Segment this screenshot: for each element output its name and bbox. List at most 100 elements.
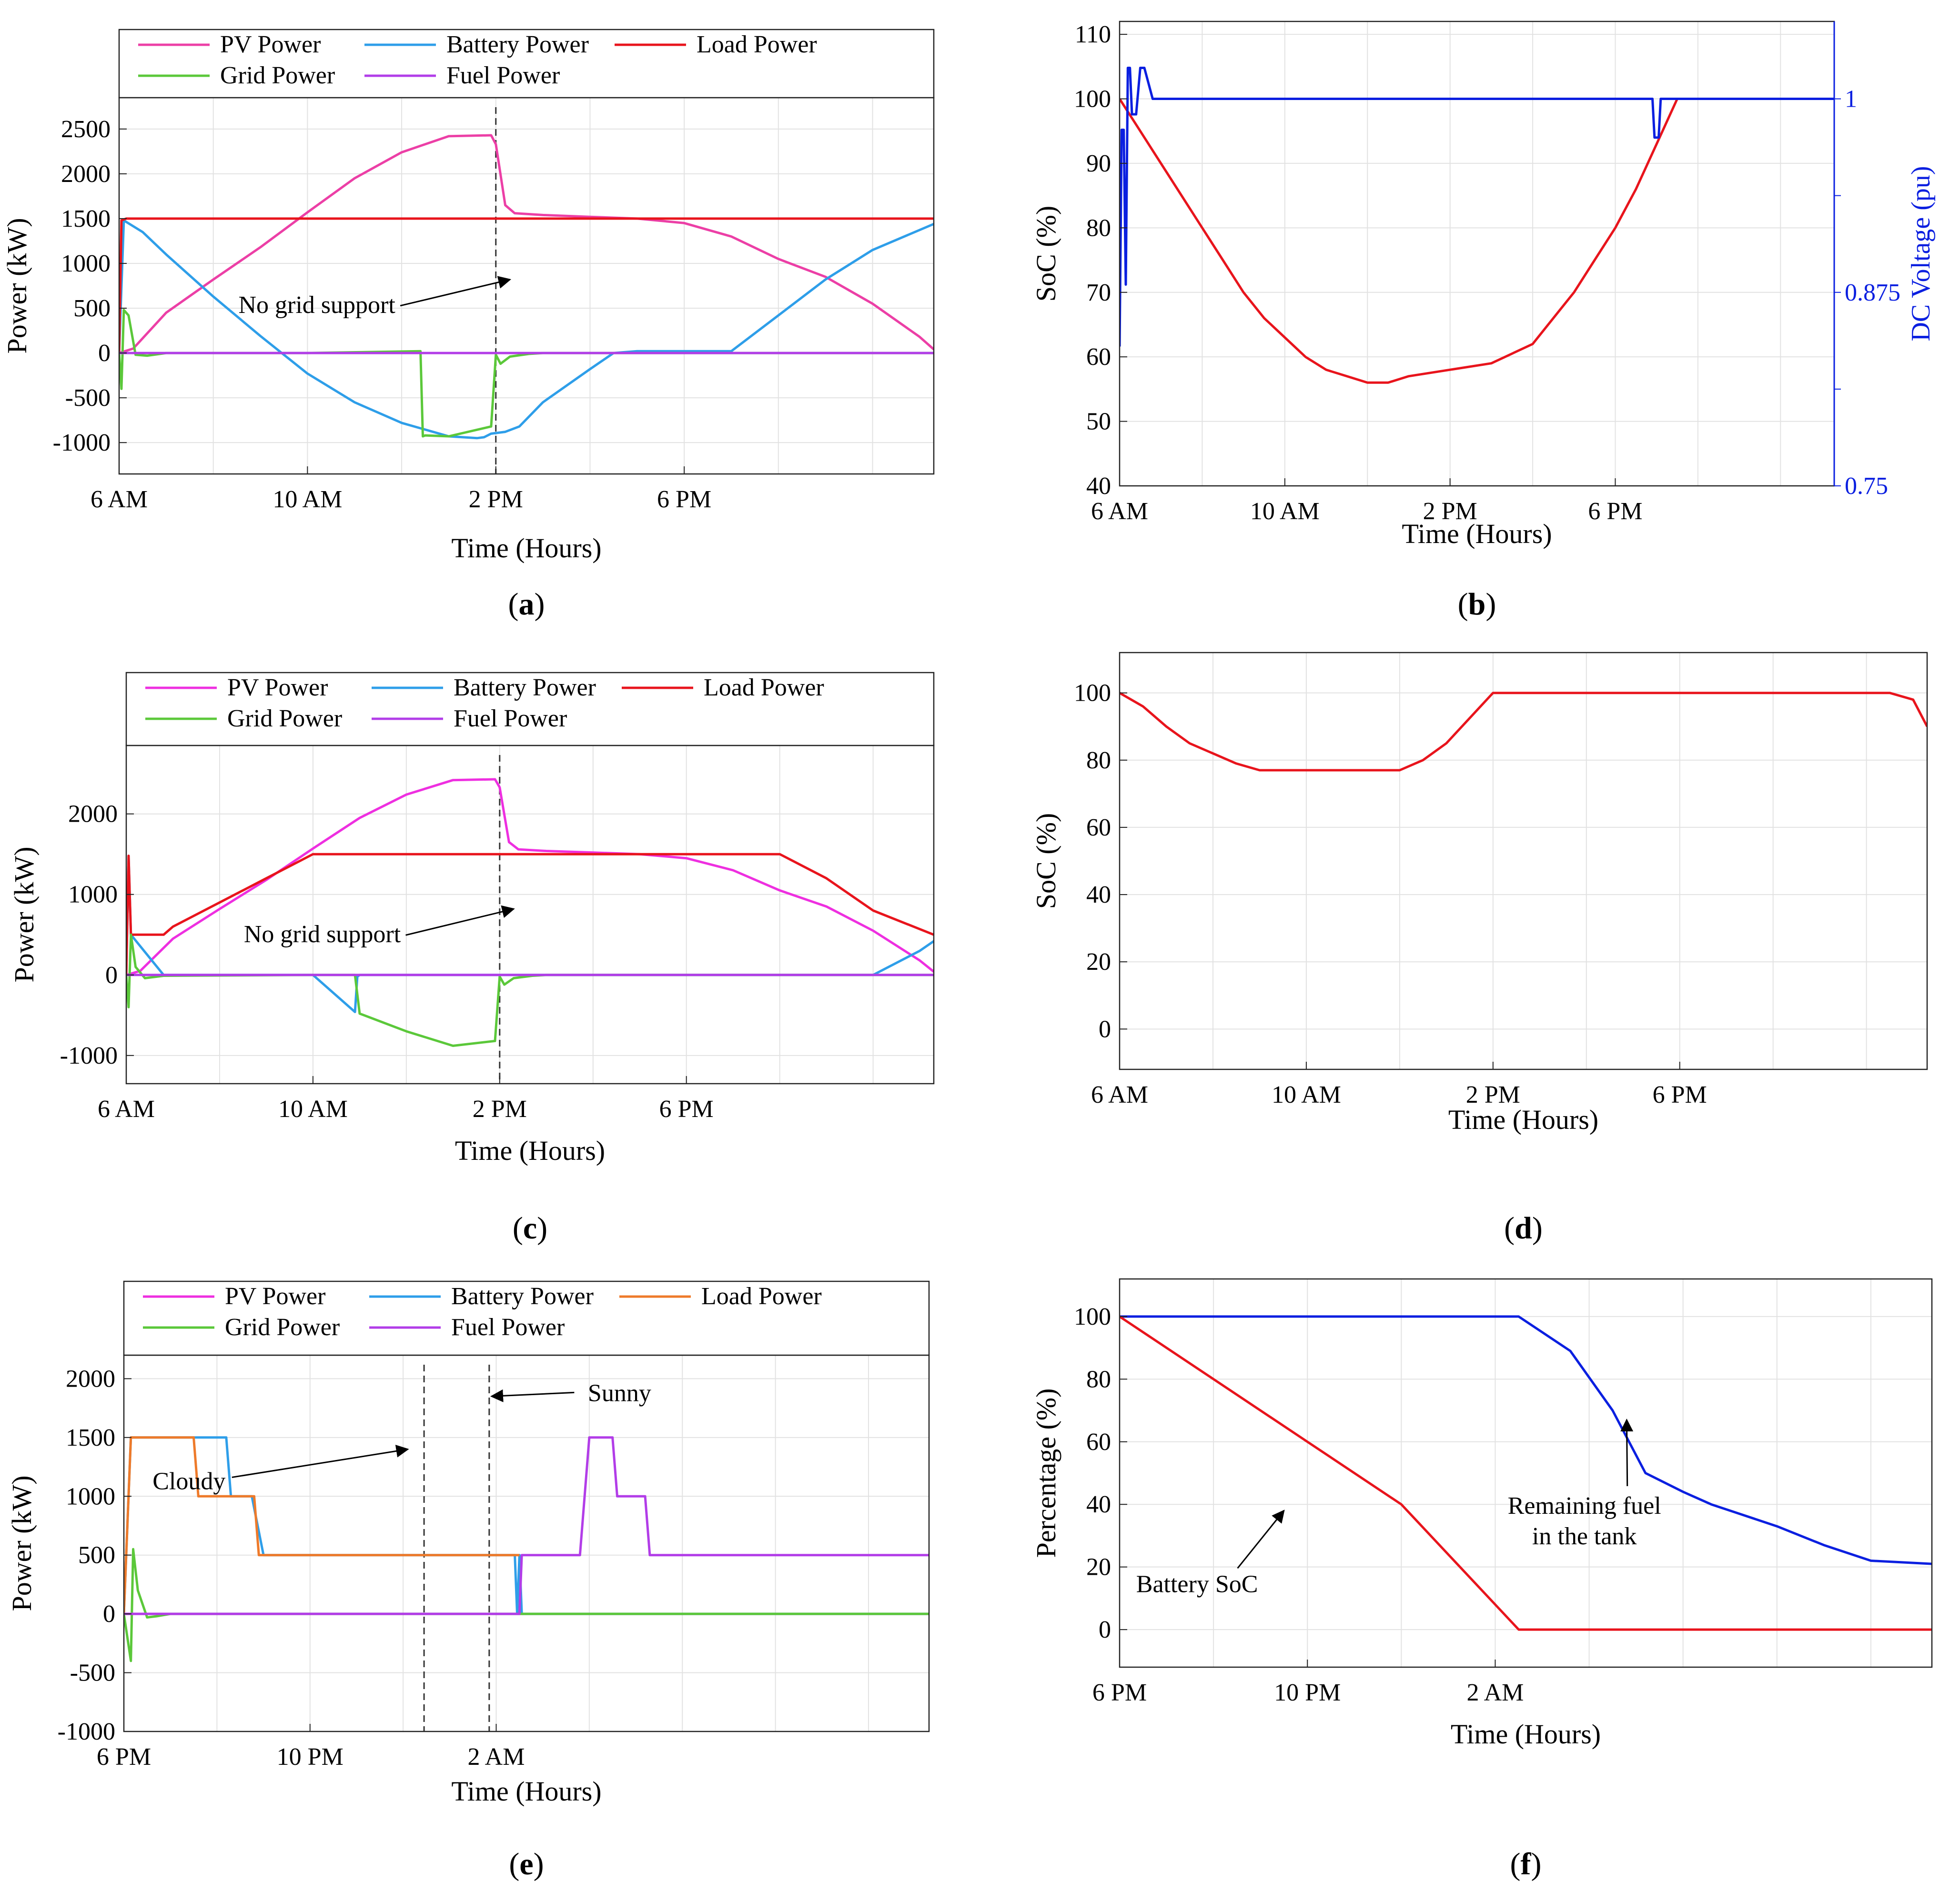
grid	[1120, 653, 1927, 1069]
panel-paren-close: )	[1532, 1211, 1543, 1246]
panel-letter: c	[523, 1211, 537, 1246]
grid	[1120, 1279, 1932, 1667]
panel-paren-open: (	[1510, 1847, 1521, 1882]
plot-area	[1120, 653, 1927, 1069]
x-axis-label: Time (Hours)	[1451, 1719, 1601, 1750]
x-tick-label: 2 PM	[473, 1096, 527, 1123]
y-tick-label: 40	[1086, 473, 1111, 500]
y-tick-label: -1000	[58, 1718, 115, 1745]
chart-panel-f: 6 PM 10 PM 2 AM 0 20 40 60 80 100 Time (Hours) Per…	[1031, 1278, 1933, 1882]
x-tick-label: 6 PM	[657, 486, 711, 513]
series-group	[126, 778, 934, 1047]
legend-entry-label: Load Power	[701, 1283, 822, 1310]
y-tick-label: 20	[1086, 948, 1111, 976]
y-tick-label: 0	[105, 962, 118, 989]
legend-entry-label: PV Power	[220, 31, 321, 58]
x-tick-label: 6 PM	[659, 1096, 714, 1123]
x-tick-label: 10 AM	[1272, 1081, 1341, 1108]
x-tick-label: 6 PM	[1588, 498, 1642, 525]
panel-letter: d	[1515, 1211, 1532, 1246]
plot-area	[119, 98, 934, 474]
x-axis-label: Time (Hours)	[1448, 1104, 1598, 1135]
legend: PV Power Battery Power Load Power Grid Powe…	[123, 1280, 930, 1356]
legend-entry-label: Grid Power	[225, 1314, 340, 1341]
series-line-4	[124, 1436, 929, 1615]
annotation-arrow	[405, 905, 515, 936]
x-axis-label: Time (Hours)	[1402, 518, 1552, 549]
x-tick-label: 6 PM	[1092, 1679, 1147, 1706]
annotation-arrow	[490, 1389, 575, 1402]
y-tick-label: 2500	[61, 116, 111, 143]
x-tick-label: 6 PM	[97, 1743, 151, 1771]
y-tick-label: 0	[103, 1600, 115, 1628]
panel-paren-close: )	[537, 1211, 547, 1246]
y-axis-label: Power (kW)	[1, 218, 32, 353]
y-tick-label: 2000	[66, 1365, 115, 1392]
legend-entry-label: Battery Power	[451, 1283, 594, 1310]
y-tick-label: 40	[1086, 1491, 1111, 1518]
x-tick-label: 6 AM	[1091, 1081, 1148, 1108]
y-tick-label: 0	[1099, 1016, 1111, 1043]
y-tick-label: 1500	[61, 205, 111, 232]
y-tick-label: 60	[1086, 343, 1111, 371]
x-tick-label: 10 PM	[1274, 1679, 1341, 1706]
y-tick-label: 0	[98, 340, 111, 367]
y-tick-label: 500	[73, 295, 111, 322]
series-line-0	[1120, 692, 1927, 772]
plot-area	[126, 745, 934, 1084]
legend: PV Power Battery Power Load Power Grid Powe…	[118, 29, 935, 99]
x-tick-label: 10 PM	[277, 1743, 344, 1771]
x-tick-label: 2 PM	[469, 486, 523, 513]
x-tick-label: 10 AM	[1250, 498, 1320, 525]
panel-label: (b)	[1458, 587, 1496, 622]
series-line-1	[1120, 1315, 1932, 1631]
chart-panel-b: 6 AM 10 AM 2 PM 6 PM4050607080901001100.750…	[1031, 20, 1936, 622]
y-tick-label: 90	[1086, 150, 1111, 177]
panel-letter: e	[519, 1847, 533, 1882]
x-axis-label: Time (Hours)	[451, 1776, 601, 1807]
y-tick-label: -500	[65, 384, 111, 412]
legend-entry-label: Fuel Power	[446, 62, 560, 89]
x-axis-label: Time (Hours)	[455, 1135, 605, 1166]
legend-entry-label: PV Power	[227, 674, 328, 701]
annotation-label: No grid support	[238, 292, 395, 319]
series-line-0	[1120, 1315, 1932, 1565]
legend-entry-label: Fuel Power	[454, 705, 567, 732]
annotation-label: No grid support	[244, 921, 401, 948]
panel-label: (d)	[1504, 1211, 1543, 1246]
x-tick-label: 10 AM	[273, 486, 342, 513]
plot-frame	[1119, 652, 1928, 1070]
series-group	[1120, 67, 1834, 384]
y-tick-label: 100	[1074, 1303, 1111, 1330]
plot-area	[1120, 1279, 1932, 1667]
annotation-arrow	[232, 1445, 409, 1478]
annotation: Battery SoC	[1136, 1510, 1285, 1598]
annotation: Remaining fuel in the tank	[1508, 1419, 1661, 1550]
x-axis-label: Time (Hours)	[451, 533, 601, 564]
panel-paren-open: (	[1458, 587, 1468, 622]
x-tick-label: 6 PM	[1653, 1081, 1707, 1108]
y-axis-label: SoC (%)	[1031, 206, 1061, 302]
annotation: No grid support	[244, 905, 515, 948]
legend-entry-label: Battery Power	[446, 31, 589, 58]
y-tick-label: 1000	[68, 881, 118, 908]
series-group	[124, 1436, 929, 1662]
y-tick-label: 80	[1086, 214, 1111, 242]
x-tick-label: 2 AM	[1466, 1679, 1524, 1706]
right-tick-label: 0.875	[1845, 279, 1900, 306]
panel-paren-open: (	[513, 1211, 523, 1246]
panel-letter: f	[1521, 1847, 1532, 1882]
legend-entry-label: Fuel Power	[451, 1314, 565, 1341]
chart-panel-d: 6 AM 10 AM 2 PM 6 PM 0 20 40 60 80 100 Time (Hours…	[1031, 652, 1928, 1246]
panel-letter: a	[519, 587, 535, 622]
panel-paren-open: (	[509, 1847, 519, 1882]
y-tick-label: 1000	[61, 250, 111, 277]
panel-label: (a)	[508, 587, 545, 622]
panel-paren-close: )	[1531, 1847, 1541, 1882]
right-tick-label: 1	[1845, 86, 1857, 113]
legend-box	[125, 672, 935, 746]
series-line-1	[1120, 67, 1834, 347]
y-axis-label: Percentage (%)	[1031, 1389, 1061, 1558]
y-tick-label: 40	[1086, 881, 1111, 908]
panel-letter: b	[1468, 587, 1486, 622]
